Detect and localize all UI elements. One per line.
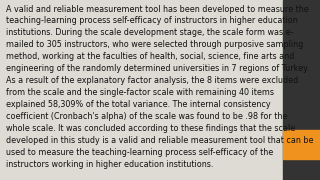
Bar <box>283 0 320 180</box>
Text: A valid and reliable measurement tool has been developed to measure the
teaching: A valid and reliable measurement tool ha… <box>6 4 313 169</box>
Bar <box>283 130 320 159</box>
